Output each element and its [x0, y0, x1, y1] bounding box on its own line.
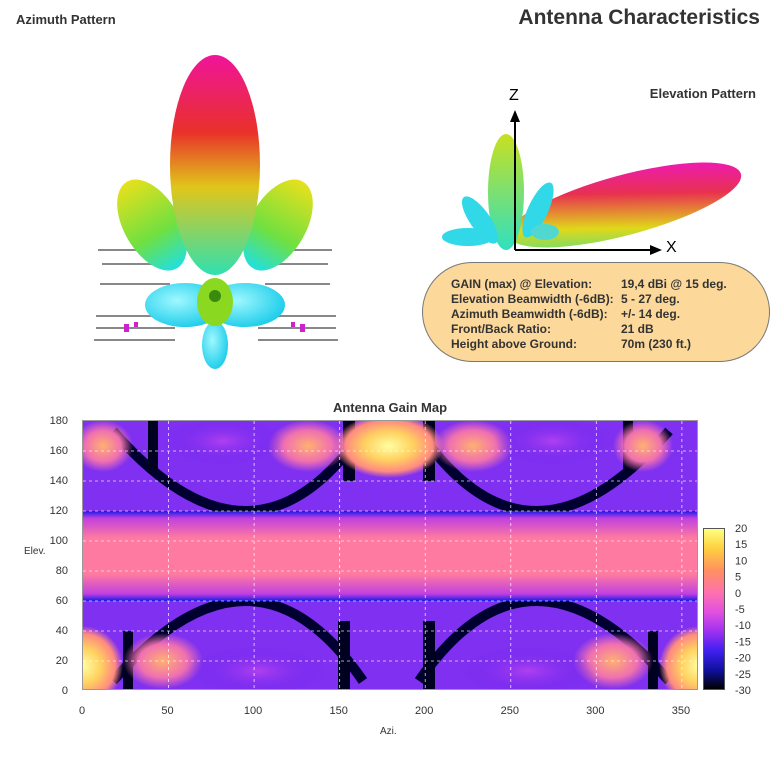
x-axis-label: Azi.: [380, 726, 397, 737]
y-tick-label: 180: [50, 415, 68, 427]
colorbar-tick-label: -20: [735, 653, 751, 665]
elevation-pattern-figure: Z X: [442, 87, 742, 256]
colorbar-tick-label: 15: [735, 539, 747, 551]
page-title: Antenna Characteristics: [518, 6, 760, 29]
rear-lobe: [202, 321, 228, 369]
y-tick-labels: 0 20 40 60 80 100 120 140 160 180: [50, 415, 68, 697]
colorbar-tick-label: 0: [735, 588, 741, 600]
x-tick-label: 150: [329, 705, 347, 717]
hotspot-top-center: [334, 421, 444, 478]
spec-row-elevation-beamwidth: Elevation Beamwidth (-6dB): 5 - 27 deg.: [451, 292, 680, 306]
y-tick-label: 140: [50, 475, 68, 487]
main-lobe: [170, 55, 260, 275]
spec-value: 19,4 dBi @ 15 deg.: [621, 277, 727, 291]
y-tick-label: 120: [50, 505, 68, 517]
spec-value: 70m (230 ft.): [621, 337, 692, 351]
spec-label: Elevation Beamwidth (-6dB):: [451, 292, 614, 306]
left-side-lobe: [117, 179, 187, 271]
y-tick-label: 80: [56, 565, 68, 577]
colorbar-tick-labels: 20 15 10 5 0 -5 -10 -15 -20 -25 -30: [735, 523, 751, 697]
spec-row-azimuth-beamwidth: Azimuth Beamwidth (-6dB): +/- 14 deg.: [451, 307, 680, 321]
y-axis-label: Elev.: [24, 546, 46, 557]
spec-value: +/- 14 deg.: [621, 307, 681, 321]
y-tick-label: 60: [56, 595, 68, 607]
colorbar-tick-label: 5: [735, 572, 741, 584]
gain-heatmap-svg: [83, 421, 697, 689]
x-tick-label: 100: [244, 705, 262, 717]
z-axis-label: Z: [509, 87, 519, 104]
colorbar-tick-label: 10: [735, 555, 747, 567]
y-tick-label: 160: [50, 445, 68, 457]
spec-row-front-back: Front/Back Ratio: 21 dB: [451, 322, 654, 336]
spec-label: GAIN (max) @ Elevation:: [451, 277, 593, 291]
colorbar-tick-label: -30: [735, 685, 751, 697]
colorbar-tick-label: -5: [735, 604, 745, 616]
spec-value: 5 - 27 deg.: [621, 292, 680, 306]
specs-panel: GAIN (max) @ Elevation: 19,4 dBi @ 15 deg…: [422, 262, 770, 362]
x-tick-labels: 0 50 100 150 200 250 300 350: [79, 705, 690, 717]
azimuth-pattern-title: Azimuth Pattern: [16, 12, 116, 27]
elevation-main-lobe: [508, 162, 742, 248]
spec-value: 21 dB: [621, 322, 654, 336]
right-side-lobe: [243, 179, 313, 271]
gain-heatmap: [82, 420, 698, 690]
y-tick-label: 0: [62, 685, 68, 697]
x-tick-label: 350: [672, 705, 690, 717]
x-tick-label: 0: [79, 705, 85, 717]
colorbar-tick-label: -10: [735, 620, 751, 632]
x-tick-label: 300: [586, 705, 604, 717]
chart-title: Antenna Gain Map: [332, 400, 448, 415]
y-tick-label: 100: [50, 535, 68, 547]
colorbar-tick-label: -25: [735, 669, 751, 681]
y-tick-label: 40: [56, 625, 68, 637]
spec-label: Height above Ground:: [451, 337, 577, 351]
colorbar-tick-label: -15: [735, 636, 751, 648]
y-tick-label: 20: [56, 655, 68, 667]
colorbar-tick-label: 20: [735, 523, 747, 535]
spec-row-height: Height above Ground: 70m (230 ft.): [451, 337, 691, 351]
heatmap-grid: [83, 421, 697, 689]
x-tick-label: 250: [501, 705, 519, 717]
spec-label: Azimuth Beamwidth (-6dB):: [451, 307, 608, 321]
hotspot-bottom-left: [83, 626, 123, 689]
x-axis-label: X: [666, 239, 677, 256]
elevation-pattern-title: Elevation Pattern: [649, 86, 756, 101]
colorbar: [703, 528, 725, 690]
azimuth-pattern-figure: [94, 55, 338, 369]
spec-row-gain: GAIN (max) @ Elevation: 19,4 dBi @ 15 deg…: [451, 277, 727, 291]
spec-label: Front/Back Ratio:: [451, 322, 552, 336]
hotspot-bottom-right: [659, 626, 697, 689]
x-tick-label: 200: [415, 705, 433, 717]
x-tick-label: 50: [161, 705, 173, 717]
